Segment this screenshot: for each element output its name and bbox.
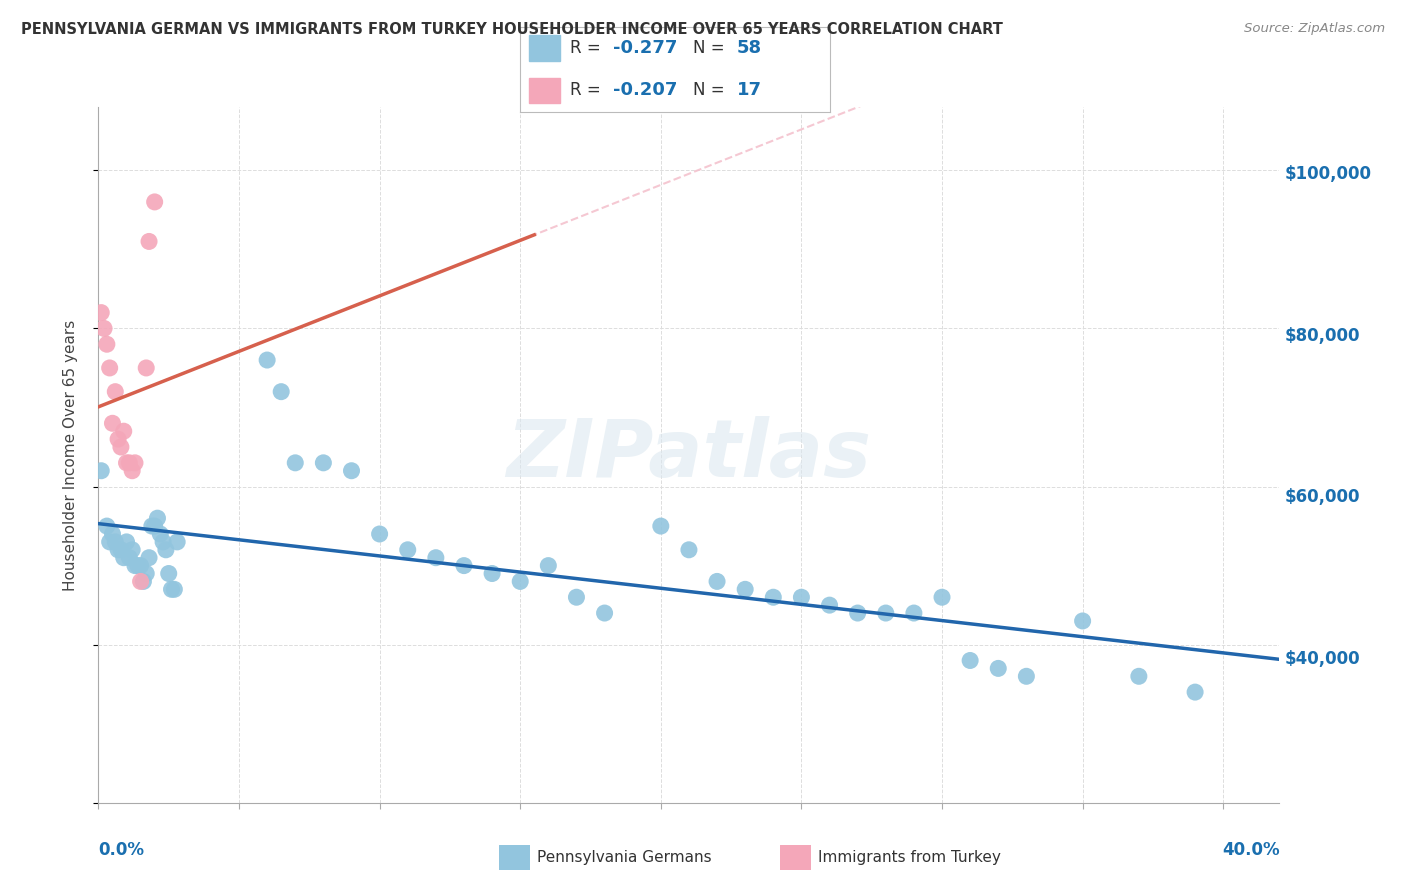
Text: Source: ZipAtlas.com: Source: ZipAtlas.com xyxy=(1244,22,1385,36)
Point xyxy=(143,519,166,533)
Point xyxy=(152,535,174,549)
Point xyxy=(115,456,138,470)
Point xyxy=(1071,614,1094,628)
Text: ZIPatlas: ZIPatlas xyxy=(506,416,872,494)
Point xyxy=(155,542,177,557)
Point xyxy=(129,574,152,589)
Text: N =: N = xyxy=(693,81,730,99)
Point xyxy=(132,574,155,589)
Y-axis label: Householder Income Over 65 years: Householder Income Over 65 years xyxy=(63,319,77,591)
Bar xyxy=(530,35,561,61)
Point xyxy=(112,424,135,438)
Point xyxy=(166,535,188,549)
Point xyxy=(107,432,129,446)
Point xyxy=(509,574,531,589)
Point xyxy=(135,566,157,581)
Point xyxy=(790,591,813,605)
Point xyxy=(129,558,152,573)
Point xyxy=(112,550,135,565)
Point xyxy=(110,542,132,557)
Point xyxy=(115,535,138,549)
Bar xyxy=(530,78,561,103)
Point xyxy=(163,582,186,597)
Text: 0.0%: 0.0% xyxy=(98,841,145,859)
Text: N =: N = xyxy=(693,39,730,57)
Point xyxy=(396,542,419,557)
Text: 40.0%: 40.0% xyxy=(1222,841,1279,859)
Text: -0.207: -0.207 xyxy=(613,81,678,99)
Point xyxy=(135,361,157,376)
Point xyxy=(138,550,160,565)
Text: R =: R = xyxy=(569,39,606,57)
Point xyxy=(118,456,141,470)
Point xyxy=(650,519,672,533)
Point xyxy=(593,606,616,620)
Point xyxy=(118,550,141,565)
Point xyxy=(124,558,146,573)
Point xyxy=(143,194,166,209)
Point xyxy=(846,606,869,620)
Text: R =: R = xyxy=(569,81,606,99)
Point xyxy=(1128,669,1150,683)
Point xyxy=(1015,669,1038,683)
Point xyxy=(340,464,363,478)
Point xyxy=(537,558,560,573)
Point xyxy=(312,456,335,470)
Point xyxy=(104,535,127,549)
Point xyxy=(481,566,503,581)
Point xyxy=(565,591,588,605)
Point xyxy=(903,606,925,620)
Point xyxy=(453,558,475,573)
Point xyxy=(875,606,897,620)
Point xyxy=(160,582,183,597)
Point xyxy=(124,456,146,470)
Point xyxy=(149,527,172,541)
Point xyxy=(157,566,180,581)
Point xyxy=(93,321,115,335)
Point xyxy=(138,235,160,249)
Text: Immigrants from Turkey: Immigrants from Turkey xyxy=(818,850,1001,864)
Point xyxy=(818,598,841,612)
Point xyxy=(104,384,127,399)
Point xyxy=(98,361,121,376)
Point xyxy=(110,440,132,454)
Point xyxy=(90,305,112,319)
Text: -0.277: -0.277 xyxy=(613,39,678,57)
Point xyxy=(1184,685,1206,699)
Text: Pennsylvania Germans: Pennsylvania Germans xyxy=(537,850,711,864)
Point xyxy=(706,574,728,589)
Point xyxy=(987,661,1010,675)
Point xyxy=(101,527,124,541)
Point xyxy=(107,542,129,557)
Point xyxy=(127,558,149,573)
Point xyxy=(368,527,391,541)
Point xyxy=(146,511,169,525)
Point xyxy=(734,582,756,597)
Point xyxy=(101,417,124,431)
Point xyxy=(931,591,953,605)
Point xyxy=(98,535,121,549)
Point xyxy=(141,519,163,533)
Text: PENNSYLVANIA GERMAN VS IMMIGRANTS FROM TURKEY HOUSEHOLDER INCOME OVER 65 YEARS C: PENNSYLVANIA GERMAN VS IMMIGRANTS FROM T… xyxy=(21,22,1002,37)
Point xyxy=(121,542,143,557)
Text: 58: 58 xyxy=(737,39,762,57)
Point xyxy=(121,464,143,478)
Point xyxy=(425,550,447,565)
Point xyxy=(762,591,785,605)
Point xyxy=(90,464,112,478)
Point xyxy=(959,653,981,667)
Point xyxy=(270,384,292,399)
Point xyxy=(678,542,700,557)
Text: 17: 17 xyxy=(737,81,762,99)
Point xyxy=(96,337,118,351)
Point xyxy=(284,456,307,470)
Point xyxy=(256,353,278,368)
Point xyxy=(96,519,118,533)
